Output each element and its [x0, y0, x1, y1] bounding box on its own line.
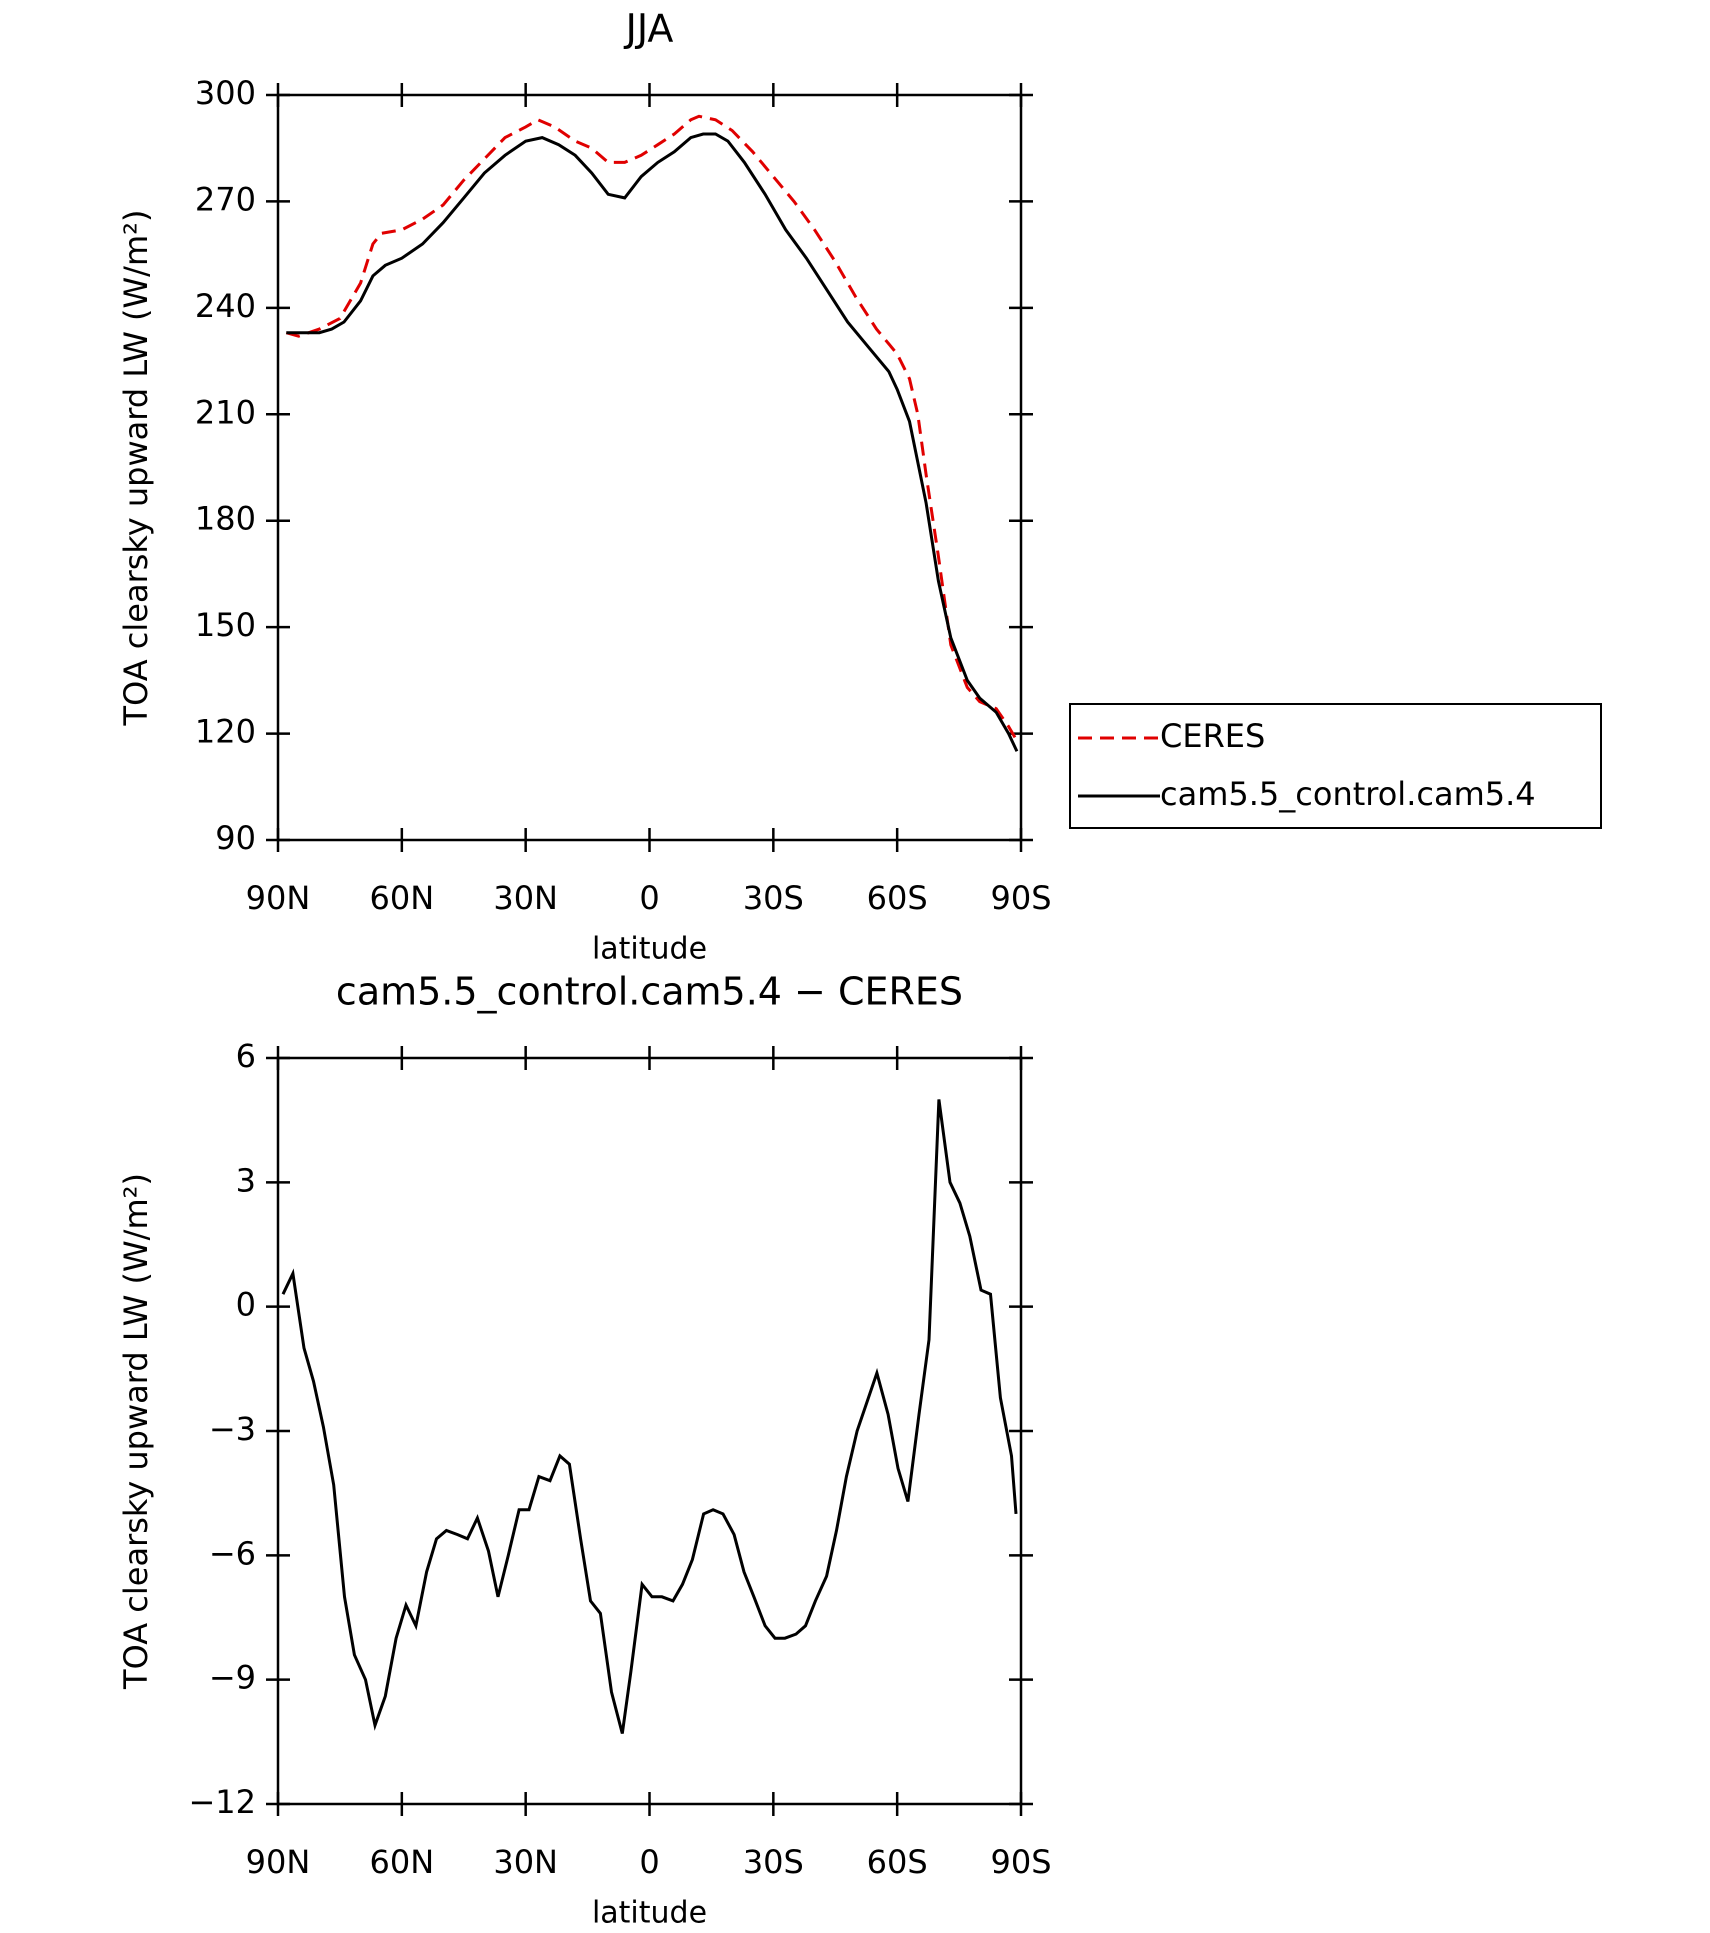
chart-title: JJA: [624, 7, 674, 51]
series-line: [286, 132, 1019, 752]
y-tick-label: 300: [195, 74, 256, 112]
y-tick-label: 210: [195, 393, 256, 431]
y-tick-label: 6: [236, 1037, 256, 1075]
x-tick-label: 90N: [246, 1843, 311, 1881]
y-tick-label: 240: [195, 287, 256, 325]
x-tick-label: 60S: [867, 1843, 928, 1881]
y-tick-label: −12: [188, 1783, 256, 1821]
y-tick-label: 120: [195, 713, 256, 751]
y-tick-label: 180: [195, 500, 256, 538]
x-tick-label: 30S: [743, 879, 804, 917]
y-tick-label: −9: [209, 1659, 256, 1697]
x-tick-label: 90S: [990, 879, 1051, 917]
series-line: [285, 114, 1019, 742]
y-tick-label: 150: [195, 606, 256, 644]
y-axis-label: TOA clearsky upward LW (W/m²): [117, 1173, 155, 1690]
legend-box: [1069, 703, 1602, 829]
x-axis-label: latitude: [592, 1896, 707, 1931]
chart-panel: JJA 90 120 150 180 210 240 270 300 90N 60N 30N 0 30S 6…: [117, 7, 1602, 967]
y-tick-label: −3: [209, 1410, 256, 1448]
y-tick-label: −6: [209, 1534, 256, 1572]
x-tick-label: 90N: [246, 879, 311, 917]
y-tick-label: 3: [236, 1161, 256, 1199]
y-axis-label: TOA clearsky upward LW (W/m²): [117, 210, 155, 727]
y-tick-label: 0: [236, 1286, 256, 1324]
x-tick-label: 0: [639, 879, 659, 917]
x-tick-label: 0: [639, 1843, 659, 1881]
x-tick-label: 60N: [370, 879, 435, 917]
x-tick-label: 90S: [990, 1843, 1051, 1881]
x-tick-label: 60S: [867, 879, 928, 917]
y-tick-label: 270: [195, 180, 256, 218]
chart-title: cam5.5_control.cam5.4 − CERES: [336, 970, 963, 1014]
chart-panel: cam5.5_control.cam5.4 − CERES −12 −9 −6 −3 0 3…: [117, 970, 1052, 1931]
x-tick-label: 30S: [743, 1843, 804, 1881]
y-tick-label: 90: [215, 819, 256, 857]
x-tick-label: 30N: [493, 879, 558, 917]
x-tick-label: 60N: [370, 1843, 435, 1881]
plot-frame: [276, 93, 1023, 842]
plot-frame: [276, 1056, 1023, 1806]
legend-label: cam5.5_control.cam5.4: [1160, 775, 1536, 813]
x-axis-label: latitude: [592, 932, 707, 967]
legend-label: CERES: [1160, 717, 1265, 755]
series-line: [281, 1099, 1018, 1734]
x-tick-label: 30N: [493, 1843, 558, 1881]
